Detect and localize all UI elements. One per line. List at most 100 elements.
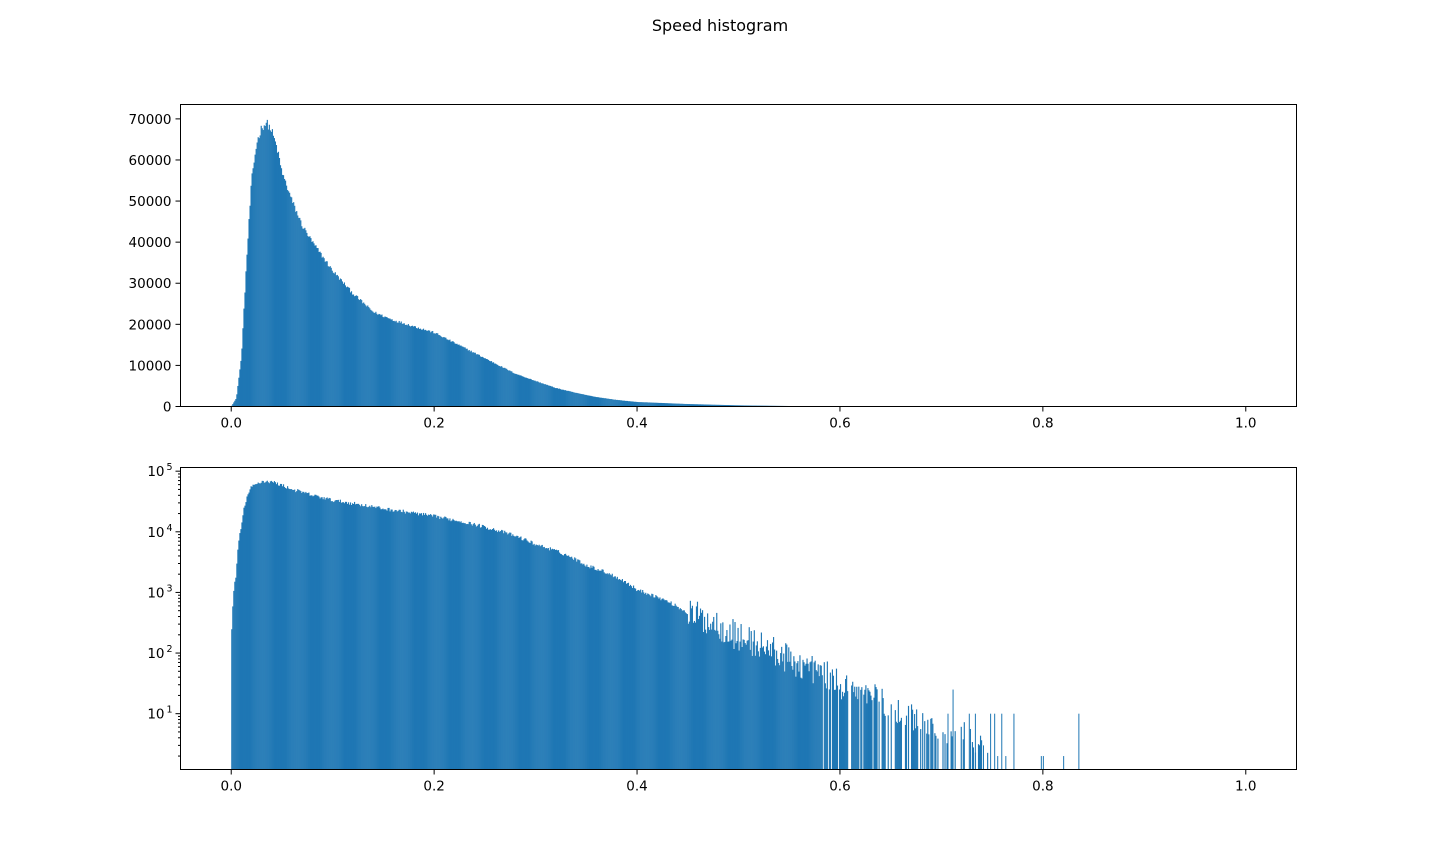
histogram-bar [714,404,716,407]
histogram-bar [701,610,704,770]
histogram-bar [688,621,690,770]
histogram-bar [324,499,326,770]
histogram-bar [276,152,279,407]
histogram-bar [374,506,376,770]
histogram-bar [484,358,487,407]
histogram-bar [373,312,375,407]
histogram-bar [336,274,338,407]
histogram-bar [530,379,532,407]
histogram-bar [425,513,427,770]
histogram-bar [741,405,743,407]
histogram-bar [327,498,329,770]
histogram-bar [538,382,540,407]
histogram-bar [631,588,634,770]
histogram-bar [480,356,482,407]
histogram-bar [474,524,476,770]
histogram-bar [589,568,591,770]
histogram-bar [508,370,510,407]
histogram-bar-sparse [974,713,976,770]
histogram-bar [738,405,740,407]
histogram-bar [535,381,537,407]
histogram-bar [352,294,355,407]
histogram-bar [781,646,783,770]
histogram-bar [338,501,340,770]
histogram-bar [304,493,306,770]
histogram-bar [270,131,272,407]
histogram-bar [462,522,464,770]
histogram-bar [542,383,544,407]
histogram-bar [378,506,380,770]
histogram-bar [464,523,466,770]
histogram-bar [567,390,569,407]
histogram-bar [433,333,435,407]
histogram-bar [591,567,593,770]
histogram-bar [417,515,420,770]
histogram-bar [293,202,295,407]
histogram-bar [754,655,756,770]
histogram-bar [530,540,532,770]
histogram-bar [235,399,237,407]
histogram-bar [477,354,479,407]
histogram-bar [663,599,665,770]
histogram-bar [714,629,716,770]
histogram-bar [741,647,743,770]
histogram-bar [523,539,525,770]
y-tick-label: 10 [147,646,164,662]
x-tick-label: 1.0 [1235,779,1256,795]
histogram-bar [738,650,740,770]
histogram-bar [950,731,952,770]
histogram-bar [445,516,447,770]
histogram-bar [429,330,431,407]
histogram-bar [337,499,339,770]
histogram-bar [361,504,363,770]
histogram-bar [758,656,760,770]
histogram-bar [851,685,853,770]
histogram-bar [500,531,502,770]
histogram-bar [559,389,562,407]
histogram-bar [516,535,518,770]
histogram-bar [752,641,754,770]
histogram-bar [420,329,423,407]
histogram-bar [881,688,883,770]
histogram-bar [471,525,473,770]
histogram-bar [295,492,297,770]
histogram-bar [383,317,385,407]
histogram-bar [730,405,732,407]
histogram-bar [723,642,725,770]
histogram-bar [698,615,701,770]
histogram-bar [442,337,444,407]
histogram-bar [625,583,628,770]
histogram-bar [387,507,389,770]
histogram-bar [454,521,456,770]
histogram-bar [629,584,632,770]
histogram-bar [583,563,585,770]
histogram-bar [588,566,590,770]
histogram-bar [421,329,424,407]
histogram-bar [831,669,833,770]
histogram-bar [829,672,831,770]
histogram-bar [522,376,524,407]
histogram-bar [733,405,735,407]
histogram-bar [853,692,855,770]
histogram-bar [532,544,534,770]
histogram-bar [233,590,235,770]
histogram-bar [549,385,551,407]
histogram-bar [484,526,487,770]
histogram-bar [610,575,612,770]
histogram-bar [266,480,268,770]
histogram-bar [429,514,431,770]
histogram-bar [364,506,366,770]
histogram-bar [371,505,373,770]
histogram-bar [562,555,565,770]
histogram-bar [486,359,489,407]
histogram-bar [240,529,242,770]
histogram-bar [515,536,517,770]
histogram-bar [298,217,300,407]
histogram-bar [377,314,379,407]
histogram-bar [582,564,584,770]
histogram-bar [435,333,437,407]
y-tick-exponent: 2 [166,644,172,655]
histogram-bar [700,404,703,407]
histogram-bar [632,585,635,770]
histogram-bar [963,722,965,770]
